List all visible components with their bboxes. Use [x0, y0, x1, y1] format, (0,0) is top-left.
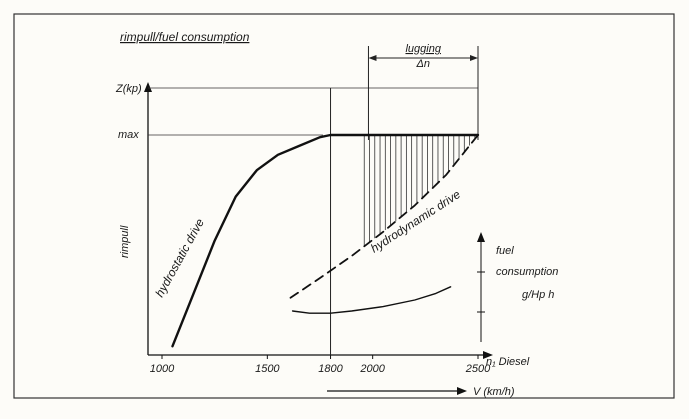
lugging-arrowhead-right: [470, 55, 478, 61]
series-label-hydrodynamic: hydrodynamic drive: [368, 187, 463, 256]
y-tick-max: max: [118, 129, 139, 141]
x-axis-label: n₁ Diesel: [486, 356, 530, 368]
x-axis-arrow: [483, 351, 493, 359]
lugging-delta-label: Δn: [415, 58, 430, 70]
figure-frame: [13, 13, 675, 399]
lugging-label: lugging: [405, 43, 441, 55]
series-label-hydrostatic: hydrostatic drive: [152, 216, 207, 299]
x-tick-label: 2000: [359, 363, 385, 375]
fuel-label-line1: fuel: [496, 245, 514, 257]
hatched-region: [363, 135, 476, 247]
lugging-arrowhead-left: [368, 55, 377, 61]
series-line-hydrodynamic: [289, 134, 479, 299]
y-axis-arrow: [144, 82, 152, 92]
x-tick-label: 1000: [150, 363, 175, 375]
fuel-label-line2: consumption: [496, 266, 558, 278]
chart-title: rimpull/fuel consumption: [120, 30, 250, 44]
y-axis-unit-label: Z(kp): [115, 83, 142, 95]
series-group: [171, 133, 480, 348]
x-tick-label: 1500: [255, 363, 280, 375]
y-axis-label: rimpull: [119, 225, 131, 258]
x-tick-label: 1800: [318, 363, 343, 375]
speed-axis-label: V (km/h): [473, 386, 515, 398]
x-ticks: 1000 1500 1800 2000 2500: [150, 355, 491, 375]
speed-axis-arrow: [457, 387, 467, 395]
fuel-axis-arrow: [477, 232, 485, 242]
series-line-hydrostatic: [171, 133, 480, 348]
fuel-unit-label: g/Hp h: [522, 289, 554, 301]
x-tick-label: 2500: [465, 363, 491, 375]
series-line-fuel-consumption: [291, 286, 452, 314]
